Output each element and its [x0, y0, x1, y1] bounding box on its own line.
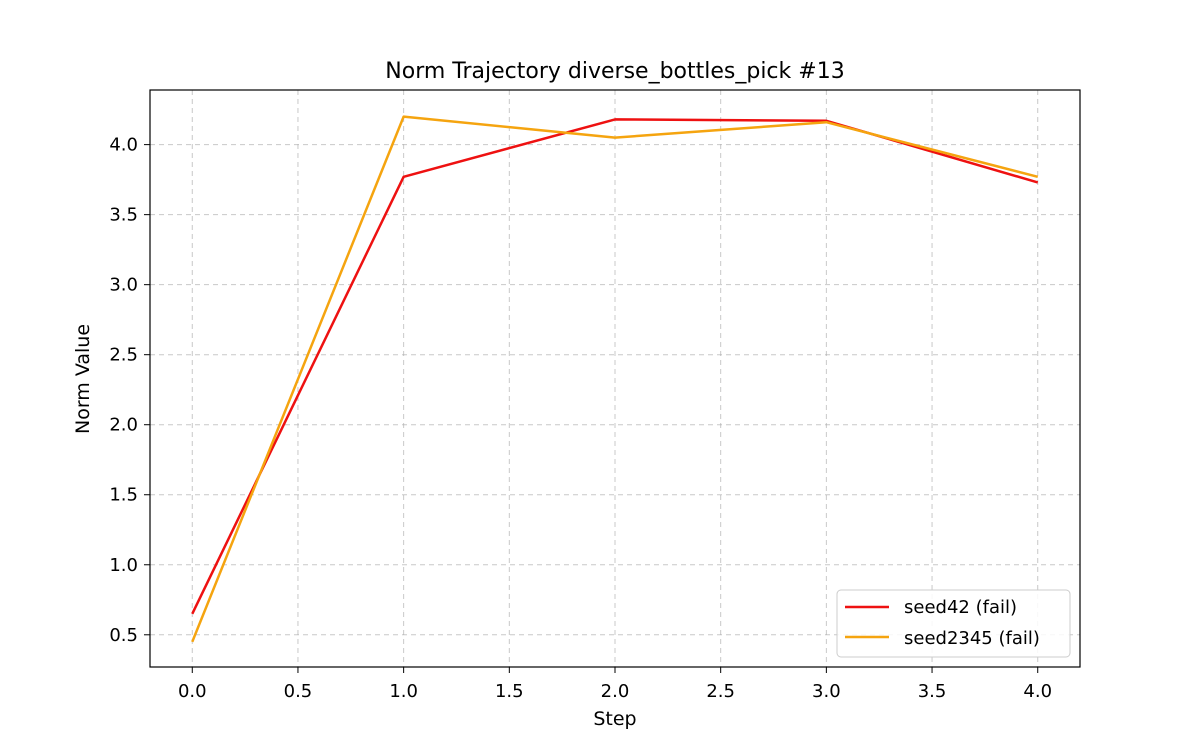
y-tick-label: 1.5: [109, 485, 138, 506]
x-tick-label: 0.0: [178, 681, 207, 702]
legend-label-seed2345: seed2345 (fail): [904, 628, 1040, 649]
x-tick-label: 1.0: [389, 681, 418, 702]
y-tick-label: 3.5: [109, 205, 138, 226]
y-tick-label: 0.5: [109, 625, 138, 646]
x-tick-label: 0.5: [284, 681, 313, 702]
x-axis-label: Step: [593, 708, 636, 730]
y-axis-label: Norm Value: [72, 324, 94, 434]
legend-label-seed42: seed42 (fail): [904, 597, 1017, 618]
x-tick-label: 2.0: [601, 681, 630, 702]
y-tick-label: 2.0: [109, 415, 138, 436]
x-tick-label: 3.0: [812, 681, 841, 702]
x-tick-label: 2.5: [706, 681, 735, 702]
x-tick-label: 1.5: [495, 681, 524, 702]
legend: seed42 (fail) seed2345 (fail): [837, 590, 1070, 657]
y-tick-label: 3.0: [109, 275, 138, 296]
y-tick-label: 1.0: [109, 555, 138, 576]
y-tick-label: 4.0: [109, 135, 138, 156]
x-tick-label: 4.0: [1023, 681, 1052, 702]
x-tick-label: 3.5: [918, 681, 947, 702]
chart-title: Norm Trajectory diverse_bottles_pick #13: [385, 59, 844, 84]
y-tick-label: 2.5: [109, 345, 138, 366]
